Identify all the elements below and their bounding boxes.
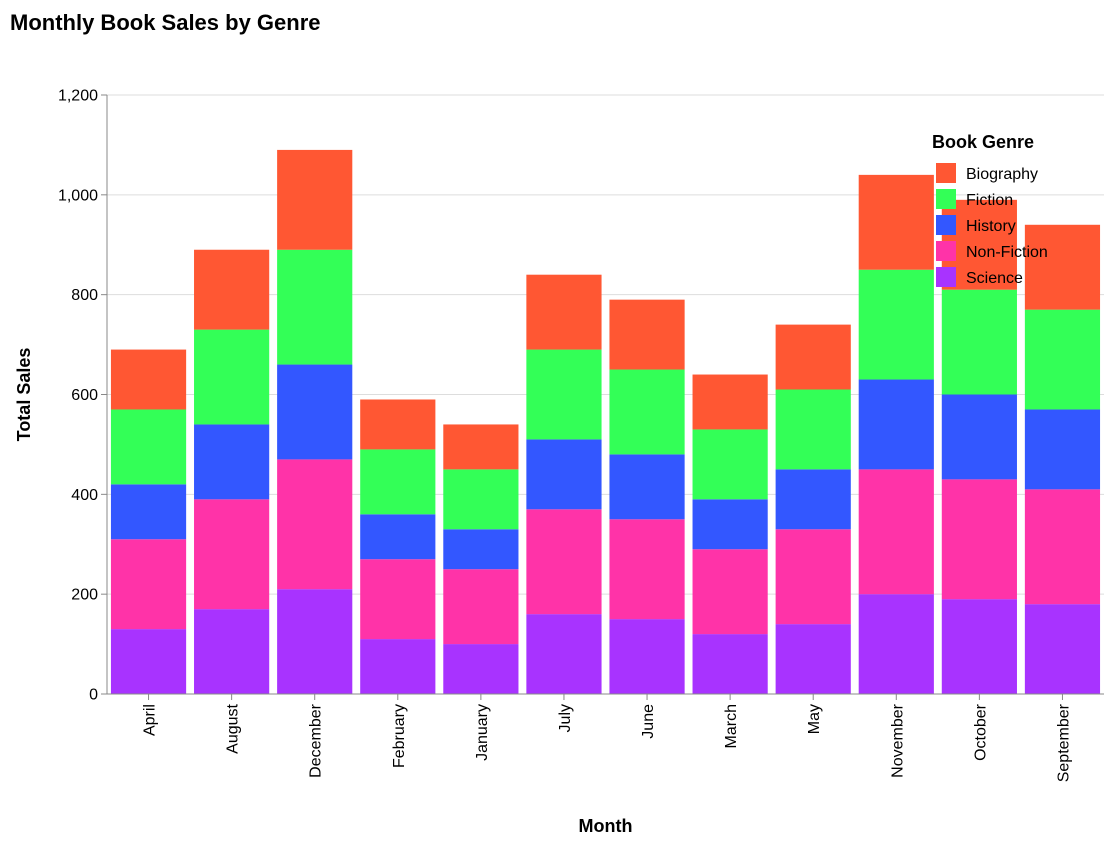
x-tick-label: November [889,703,906,777]
y-axis-title: Total Sales [14,348,34,442]
bar-segment-fiction-october [941,289,1017,395]
bar-segment-science-december [277,589,353,694]
bar-segment-science-may [775,624,851,694]
bar-segment-fiction-december [277,249,353,365]
bar-segment-history-july [526,439,602,510]
x-tick-label: July [557,704,574,732]
bar-segment-fiction-june [609,369,685,455]
bar-segment-non-fiction-july [526,509,602,615]
bar-segment-history-february [360,514,436,560]
bar-segment-fiction-april [110,409,187,485]
bar-segment-science-february [360,639,436,694]
x-axis-title: Month [579,816,633,836]
bar-segment-fiction-may [775,389,851,470]
bar-segment-biography-june [609,299,685,370]
bar-segment-non-fiction-may [775,529,851,625]
legend-swatch-history [936,215,956,235]
bar-segment-fiction-march [692,429,768,500]
legend-label-non-fiction: Non-Fiction [966,244,1048,261]
x-tick-label: June [640,704,657,739]
bar-segment-science-january [443,644,519,694]
bar-segment-history-november [858,379,934,470]
bar-segment-biography-april [110,349,187,410]
y-tick-label: 1,200 [58,88,98,105]
bar-segment-non-fiction-february [360,559,436,640]
x-tick-label: December [308,703,325,777]
legend: Book Genre Biography Fiction History Non-Fi… [932,132,1048,287]
x-tick-label: April [142,704,159,736]
bar-segment-science-march [692,634,768,694]
bar-segment-biography-december [277,149,353,250]
bar-segment-non-fiction-october [941,479,1017,600]
chart-title: Monthly Book Sales by Genre [10,10,321,35]
bar-segment-non-fiction-november [858,469,934,595]
bar-segment-history-january [443,529,519,570]
bar-segment-science-july [526,614,602,694]
bar-segment-science-november [858,594,934,694]
bar-segment-history-august [194,424,270,500]
y-axis-ticks: 0 200 400 600 800 1,000 1,200 [58,88,107,704]
bar-segment-biography-may [775,324,851,390]
bar-segment-non-fiction-march [692,549,768,635]
y-tick-label: 400 [71,487,98,504]
y-tick-label: 600 [71,387,98,404]
x-tick-label: May [806,704,823,734]
legend-swatch-fiction [936,189,956,209]
bar-segment-science-april [110,629,187,694]
bar-segment-fiction-february [360,449,436,515]
bar-segment-fiction-january [443,469,519,530]
legend-swatch-non-fiction [936,241,956,261]
x-tick-label: September [1055,703,1072,782]
bar-segment-non-fiction-september [1024,489,1101,605]
y-tick-label: 0 [89,687,98,704]
bar-segment-history-october [941,394,1017,480]
bar-segment-fiction-july [526,349,602,440]
bar-segment-non-fiction-january [443,569,519,645]
bar-segment-history-april [110,484,187,540]
bar-segment-fiction-august [194,329,270,425]
bar-segment-non-fiction-december [277,459,353,590]
x-tick-label: March [723,704,740,748]
bar-segment-biography-march [692,374,768,430]
y-tick-label: 800 [71,287,98,304]
bar-segment-biography-january [443,424,519,470]
bar-segment-biography-august [194,249,270,330]
bar-segment-biography-november [858,174,934,270]
bar-segment-non-fiction-june [609,519,685,620]
legend-title: Book Genre [932,132,1034,152]
bar-segment-history-may [775,469,851,530]
bars [110,149,1101,694]
x-tick-label: February [391,704,408,768]
legend-label-biography: Biography [966,166,1038,183]
legend-swatch-science [936,267,956,287]
bar-segment-science-june [609,619,685,694]
bar-segment-fiction-november [858,269,934,380]
y-tick-label: 1,000 [58,187,98,204]
gridlines [107,94,1104,695]
bar-segment-history-september [1024,409,1101,490]
bar-segment-biography-september [1024,224,1101,310]
y-tick-label: 200 [71,587,98,604]
bar-segment-fiction-september [1024,309,1101,410]
legend-label-science: Science [966,270,1023,287]
legend-label-history: History [966,218,1016,235]
bar-segment-science-october [941,599,1017,694]
bar-segment-non-fiction-april [110,539,187,630]
x-tick-label: October [972,703,989,761]
bar-segment-history-june [609,454,685,520]
x-axis-ticks: April August December February January July Ju… [142,694,1072,782]
bar-segment-biography-february [360,399,436,450]
bar-segment-science-august [194,609,270,694]
bar-segment-history-march [692,499,768,550]
bar-segment-history-december [277,364,353,460]
bar-segment-science-september [1024,604,1101,694]
bar-segment-non-fiction-august [194,499,270,610]
bar-segment-biography-july [526,274,602,350]
x-tick-label: January [474,704,491,761]
x-tick-label: August [225,703,242,753]
legend-label-fiction: Fiction [966,192,1013,209]
legend-swatch-biography [936,163,956,183]
